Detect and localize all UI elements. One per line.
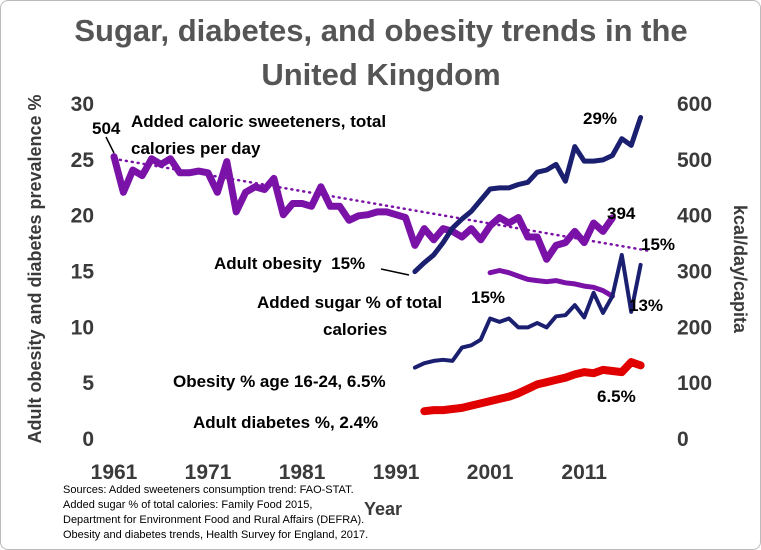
leader-line bbox=[105, 136, 115, 154]
y-tick-label: 15 bbox=[71, 261, 95, 284]
annotation: 394 bbox=[607, 204, 636, 223]
x-tick-label: 1991 bbox=[373, 461, 420, 484]
series-layer bbox=[110, 115, 652, 416]
source-note: Sources: Added sweeteners consumption tr… bbox=[63, 484, 354, 496]
y-tick-label: 20 bbox=[71, 205, 94, 228]
y2-tick-label: 600 bbox=[677, 93, 712, 116]
y2-tick-label: 200 bbox=[677, 316, 712, 339]
y-tick-label: 5 bbox=[82, 372, 94, 395]
series-line bbox=[110, 153, 616, 263]
y2-tick-label: 300 bbox=[677, 261, 712, 284]
series-line bbox=[487, 268, 615, 299]
y-tick-label: 10 bbox=[71, 316, 94, 339]
source-note: Obesity and diabetes trends, Health Surv… bbox=[63, 529, 368, 541]
series-line bbox=[412, 252, 643, 370]
annotation: Added caloric sweeteners, total bbox=[131, 112, 386, 131]
x-tick-label: 2001 bbox=[467, 461, 514, 484]
y2-tick-label: 100 bbox=[677, 372, 712, 395]
annotation: 29% bbox=[583, 109, 617, 128]
x-tick-label: 1961 bbox=[91, 461, 138, 484]
trend-line bbox=[112, 157, 652, 253]
annotation: Adult obesity 15% bbox=[214, 254, 365, 273]
x-tick-label: 2011 bbox=[561, 461, 607, 484]
source-note: Added sugar % of total calories: Family … bbox=[63, 499, 312, 511]
y2-tick-label: 500 bbox=[677, 149, 712, 172]
chart-title: Sugar, diabetes, and obesity trends in t… bbox=[74, 13, 688, 92]
series-line bbox=[420, 358, 645, 416]
y2-tick-label: 400 bbox=[677, 205, 712, 228]
y-tick-label: 25 bbox=[71, 149, 95, 172]
annotation: Added sugar % of total bbox=[257, 293, 442, 312]
y-axis-title: Adult obesity and diabetes prevalence % bbox=[25, 94, 45, 443]
annotation: Obesity % age 16-24, 6.5% bbox=[173, 372, 386, 391]
y2-axis-title: kcal/day/capita bbox=[730, 205, 750, 334]
annotation: 15% bbox=[641, 235, 675, 254]
leader-line bbox=[380, 268, 410, 276]
x-tick-label: 1971 bbox=[185, 461, 232, 484]
y-tick-label: 0 bbox=[82, 428, 94, 451]
annotation: calories bbox=[323, 320, 387, 339]
y-tick-label: 30 bbox=[71, 93, 94, 116]
source-note: Department for Environment Food and Rura… bbox=[63, 514, 364, 526]
x-tick-label: 1981 bbox=[279, 461, 326, 484]
annotation: 13% bbox=[629, 296, 663, 315]
annotation: 504 bbox=[92, 119, 121, 138]
annotation: 6.5% bbox=[597, 387, 636, 406]
annotation: Adult diabetes %, 2.4% bbox=[193, 413, 378, 432]
annotation: calories per day bbox=[131, 139, 261, 158]
x-axis-title: Year bbox=[364, 499, 402, 519]
series-line bbox=[412, 115, 644, 275]
annotation: 15% bbox=[471, 288, 505, 307]
y2-tick-label: 0 bbox=[677, 428, 689, 451]
